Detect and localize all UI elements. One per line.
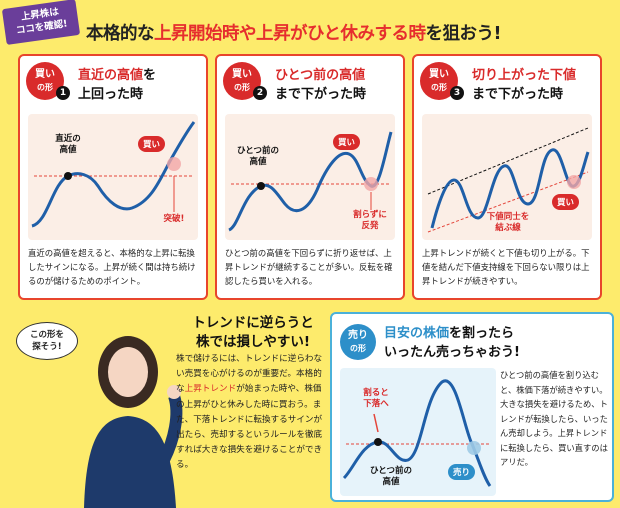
speech-callout: この形を 探そう! xyxy=(16,322,78,360)
headline-part-2: を狙おう! xyxy=(425,24,501,44)
recent-high-point xyxy=(64,172,72,180)
face-shape xyxy=(108,347,148,397)
title-rest: を xyxy=(143,68,157,83)
pattern-chart: 買い 下値同士を 結ぶ線 xyxy=(422,114,592,240)
panel-description: ひとつ前の高値を下回らずに折り返せば、上昇トレンドが継続することが多い。反転を確… xyxy=(225,248,393,286)
panel-title: 直近の高値を上回った時 xyxy=(78,66,206,104)
pattern-chart-svg xyxy=(427,127,590,233)
headline-part-1: 本格的な xyxy=(86,24,155,44)
trend-body-part-1: 株で儲けるには、トレンドに逆らわない売買を心がけるのが重要だ。本格的な xyxy=(176,354,323,395)
buy-badge: 買い の形 xyxy=(26,62,64,100)
badge-top: 買い xyxy=(232,69,252,80)
sell-point xyxy=(467,441,481,455)
previous-high-point xyxy=(374,438,382,446)
buy-bubble: 買い xyxy=(552,194,580,210)
pattern-chart: 直近の 高値 買い 突破! xyxy=(28,114,198,240)
badge-bottom: の形 xyxy=(234,83,250,92)
buy-bubble: 買い xyxy=(333,134,361,150)
title-highlight: 直近の高値 xyxy=(78,68,144,83)
badge-bottom: の形 xyxy=(431,83,447,92)
trend-title-line-1: トレンドに逆らうと xyxy=(192,315,314,331)
pattern-chart-svg xyxy=(31,121,196,228)
sell-chart-svg xyxy=(342,379,492,487)
trend-body-highlight: 上昇トレンド xyxy=(184,384,237,395)
breakout-label: 突破! xyxy=(163,214,185,224)
previous-high-label: ひとつ前の 高値 xyxy=(237,146,279,167)
pattern-chart: ひとつ前の 高値 買い 割らずに 反発 xyxy=(225,114,395,240)
pattern-number: 2 xyxy=(253,86,267,100)
sell-chart: 割ると 下落へ ひとつ前の 高値 売り xyxy=(340,368,496,496)
sell-badge: 売り の形 xyxy=(340,324,376,360)
panel-title: ひとつ前の高値 まで下がった時 xyxy=(275,66,403,104)
sell-title-highlight: 目安の株価 xyxy=(384,326,450,341)
support-touch-point xyxy=(567,175,581,189)
sell-pattern-panel: 売り の形 目安の株価を割ったら いったん売っちゃおう! 割ると 下落へ ひとつ前の… xyxy=(330,312,614,502)
panel-description: 直近の高値を超えると、本格的な上昇に転換したサインになる。上昇が続く間は持ち続け… xyxy=(28,248,196,286)
badge-top: 売り xyxy=(348,330,368,341)
pattern-chart-svg xyxy=(228,131,393,232)
buy-pattern-panel-3: 買い の形 3 切り上がった下値 まで下がった時 買い 下値同士を 結ぶ線 上昇トレ… xyxy=(412,54,602,300)
price-curve xyxy=(31,121,196,228)
previous-high-point xyxy=(257,182,265,190)
badge-top: 買い xyxy=(429,69,449,80)
buy-pattern-panel-1: 買い の形 1 直近の高値を 上回った時 直近の 高値 買い 突破! 直近の高値を超… xyxy=(18,54,208,300)
previous-high-label: ひとつ前の 高値 xyxy=(370,466,412,487)
sell-title-rest: を割ったら xyxy=(449,326,515,341)
badge-bottom: の形 xyxy=(37,83,53,92)
trend-body: 株で儲けるには、トレンドに逆らわない売買を心がけるのが重要だ。本格的な上昇トレン… xyxy=(176,352,324,474)
dress-shape xyxy=(84,416,176,508)
title-line-2: まで下がった時 xyxy=(275,87,367,102)
pointing-hand xyxy=(167,385,181,399)
upper-trend-line xyxy=(427,127,589,195)
title-line-2: 上回った時 xyxy=(78,87,144,102)
buy-pattern-panel-2: 買い の形 2 ひとつ前の高値 まで下がった時 ひとつ前の 高値 買い 割らずに 反… xyxy=(215,54,405,300)
support-line xyxy=(427,171,589,233)
raised-arm xyxy=(158,394,183,463)
sell-bubble: 売り xyxy=(448,464,476,480)
sell-description: ひとつ前の高値を割り込むと、株価下落が続きやすい。大きな損失を避けるため、トレン… xyxy=(500,370,608,467)
badge-top: 買い xyxy=(35,69,55,80)
pattern-number: 3 xyxy=(450,86,464,100)
title-highlight: 切り上がった下値 xyxy=(472,68,577,83)
trend-title: トレンドに逆らうと 株では損しやすい! xyxy=(178,314,328,352)
presenter-photo xyxy=(84,336,183,508)
no-break-label: 割らずに 反発 xyxy=(353,210,387,231)
break-label: 割ると 下落へ xyxy=(363,388,389,409)
title-highlight: ひとつ前の高値 xyxy=(275,68,366,83)
pattern-number: 1 xyxy=(56,86,70,100)
badge-bottom: の形 xyxy=(350,344,366,353)
trend-body-part-2: が始まった時や、株価の上昇がひと休みした時に買おう。また、下落トレンドに転換する… xyxy=(176,384,323,471)
headline-highlight: 上昇開始時や上昇がひと休みする時 xyxy=(154,24,426,44)
sell-title: 目安の株価を割ったらいったん売っちゃおう! xyxy=(384,324,612,362)
title-line-2: まで下がった時 xyxy=(472,87,564,102)
support-label: 下値同士を 結ぶ線 xyxy=(486,212,530,233)
breakout-point xyxy=(167,157,181,171)
break-arrow xyxy=(373,413,379,433)
sell-title-line-2: いったん売っちゃおう! xyxy=(384,345,520,360)
page-headline: 本格的な上昇開始時や上昇がひと休みする時を狙おう! xyxy=(86,20,611,45)
bounce-point xyxy=(364,177,378,191)
trend-title-line-2: 株では損しやすい! xyxy=(195,334,311,350)
buy-badge: 買い の形 xyxy=(420,62,458,100)
panel-description: 上昇トレンドが続くと下値も切り上がる。下値を結んだ下値支持線を下回らない限りは上… xyxy=(422,248,590,286)
panel-title: 切り上がった下値 まで下がった時 xyxy=(472,66,600,104)
buy-bubble: 買い xyxy=(138,136,166,152)
header-tag: 上昇株は ココを確認! xyxy=(1,0,81,45)
recent-high-label: 直近の 高値 xyxy=(55,134,81,155)
callout-text: この形を 探そう! xyxy=(29,330,64,352)
